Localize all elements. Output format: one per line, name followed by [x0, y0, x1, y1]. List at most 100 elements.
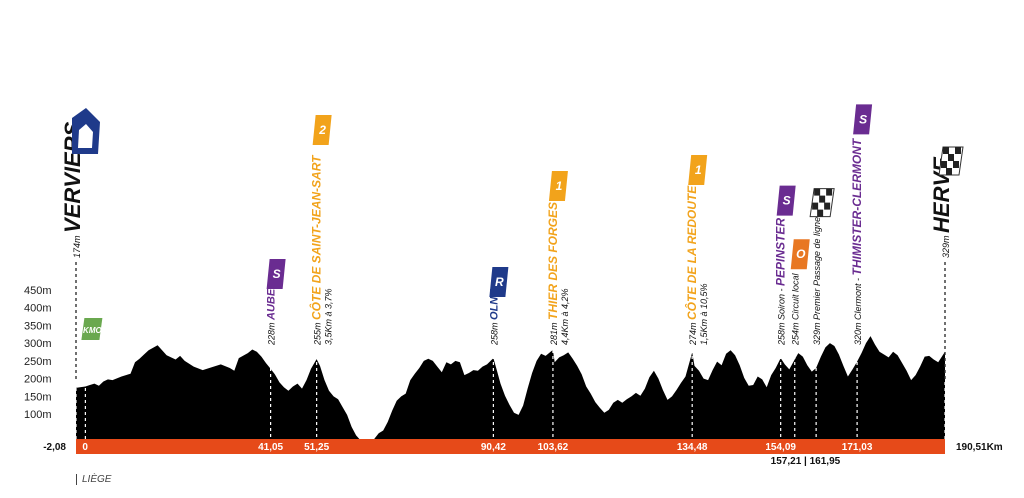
- baseline-bar: [76, 439, 945, 454]
- flag-square: [817, 209, 824, 217]
- marker-label: 258m OLNE: [488, 289, 500, 346]
- y-tick-label: 100m: [24, 409, 52, 421]
- flag-square: [946, 168, 952, 175]
- badge-shape: [548, 171, 568, 201]
- place-name: THIER DES FORGES: [546, 202, 560, 320]
- altitude-label: 254m: [791, 320, 801, 346]
- marker-label: 228m AUBEL: [266, 282, 278, 346]
- kmo-badge-icon: KMO: [81, 318, 102, 340]
- terrain-area: [76, 336, 945, 442]
- marker-redoute: 274m CÔTE DE LA REDOUTE 1,5Km à 10,5% 1: [684, 155, 709, 439]
- climb-detail: 3,5Km à 3,7%: [324, 288, 334, 345]
- marker-label: 320m Clermont - THIMISTER-CLERMONT: [850, 137, 864, 345]
- badge-text: KMO: [83, 326, 102, 335]
- house-door: [78, 124, 93, 148]
- badge-shape: [489, 267, 509, 297]
- flag-square: [812, 202, 819, 210]
- km-marker-label: 90,42: [481, 442, 506, 453]
- distance-baseline: -2,08 190,51Km 0 41,05 51,25 90,42 103,62 134,4…: [43, 439, 1003, 467]
- altitude-label: 255m: [313, 320, 323, 346]
- altitude-label: 320m: [853, 320, 863, 345]
- climb-detail: 4,4Km à 4,2%: [560, 288, 570, 345]
- place-prefix: Premier Passage de ligne: [812, 217, 822, 320]
- badge-text: S: [783, 194, 791, 208]
- flag-square: [941, 161, 947, 168]
- km-marker-label: 154,09: [765, 442, 796, 453]
- sprint-icon: S: [776, 185, 796, 216]
- place-prefix: Clermont -: [853, 275, 863, 320]
- marker-label: 258m Soiron - PEPINSTER: [774, 218, 788, 346]
- place-name: PEPINSTER: [774, 218, 788, 286]
- badge-shape: [853, 104, 873, 135]
- marker-label: 254m Circuit local: [791, 272, 801, 346]
- y-tick-label: 150m: [24, 391, 52, 403]
- x-start-label: -2,08: [43, 442, 66, 453]
- y-axis: 450m 400m 350m 300m 250m 200m 150m 100m: [24, 285, 52, 421]
- feed-zone-icon: R: [489, 267, 509, 297]
- y-tick-label: 400m: [24, 303, 52, 315]
- marker-thimister: 320m Clermont - THIMISTER-CLERMONT S: [850, 104, 873, 439]
- badge-text: O: [796, 247, 806, 261]
- flag-square: [953, 161, 959, 168]
- marker-verviers: 174m VERVIERS: [60, 108, 100, 439]
- marker-premier: 329m Premier Passage de ligne: [809, 188, 835, 439]
- circuit-icon: O: [790, 239, 810, 270]
- badge-shape: [81, 318, 103, 340]
- altitude-label: 174m: [72, 233, 82, 258]
- km-marker-label: 41,05: [258, 442, 283, 453]
- marker-saint-jean-sart: 255m CÔTE DE SAINT-JEAN-SART 3,5Km à 3,7%…: [309, 115, 334, 439]
- altitude-label: 329m: [812, 320, 822, 345]
- km-marker-label: 134,48: [677, 442, 708, 453]
- y-tick-label: 300m: [24, 338, 52, 350]
- altitude-label: 258m: [777, 320, 787, 346]
- climb-icon: 1: [548, 171, 568, 201]
- place-prefix: Circuit local: [791, 272, 801, 320]
- sprint-icon: S: [853, 104, 873, 135]
- km-marker-label: 51,25: [304, 442, 329, 453]
- marker-label: 329m Premier Passage de ligne: [812, 217, 822, 345]
- place-name: CÔTE DE SAINT-JEAN-SART: [309, 154, 324, 320]
- km-marker-label: 171,03: [842, 442, 873, 453]
- badge-shape: [790, 239, 810, 270]
- climb-icon: 1: [688, 155, 708, 185]
- climb-icon: 2: [312, 115, 332, 145]
- km-extra-label: 157,21 | 161,95: [771, 456, 841, 467]
- flag-square: [814, 188, 821, 196]
- marker-kmo: KMO: [81, 318, 102, 439]
- altitude-label: 258m: [489, 320, 499, 346]
- flag-square: [819, 195, 826, 203]
- sprint-icon: S: [266, 259, 286, 289]
- marker-label: 281m THIER DES FORGES: [546, 202, 560, 346]
- flag-square: [955, 147, 961, 154]
- badge-text: S: [273, 267, 281, 281]
- marker-label: 274m CÔTE DE LA REDOUTE: [684, 185, 699, 346]
- badge-shape: [776, 185, 796, 216]
- altitude-label: 329m: [941, 233, 951, 258]
- start-house-icon: [72, 108, 100, 154]
- altitude-label: 281m: [549, 320, 559, 346]
- badge-text: 1: [695, 163, 702, 177]
- place-name: AUBEL: [266, 282, 278, 321]
- terrain-fill: [76, 336, 945, 442]
- marker-label: 255m CÔTE DE SAINT-JEAN-SART: [309, 154, 324, 346]
- y-tick-label: 450m: [24, 285, 52, 297]
- badge-text: R: [495, 275, 504, 289]
- badge-shape: [688, 155, 708, 185]
- y-tick-label: 350m: [24, 320, 52, 332]
- finish-flag-icon: [809, 188, 835, 218]
- altitude-label: 274m: [688, 320, 698, 346]
- badge-shape: [312, 115, 332, 145]
- marker-herve: 329m HERVE: [929, 146, 964, 439]
- altitude-label: 228m: [267, 320, 277, 346]
- km-marker-label: 0: [82, 442, 88, 453]
- badge-text: 2: [318, 123, 326, 137]
- badge-shape: [266, 259, 286, 289]
- marker-forges: 281m THIER DES FORGES 4,4Km à 4,2% 1: [546, 171, 570, 439]
- km-marker-label: 103,62: [538, 442, 569, 453]
- y-tick-label: 200m: [24, 374, 52, 386]
- start-town-label: LIÈGE: [76, 474, 111, 485]
